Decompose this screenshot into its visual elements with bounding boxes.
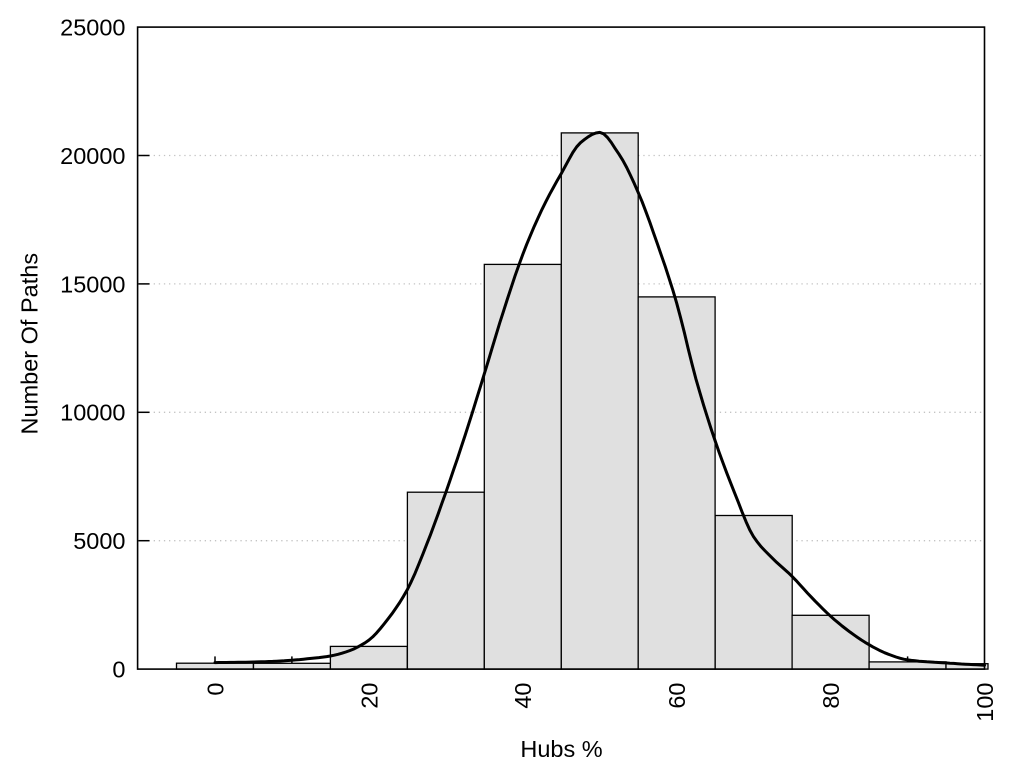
svg-text:25000: 25000 <box>60 15 125 41</box>
svg-text:20: 20 <box>356 683 382 709</box>
svg-text:Hubs %: Hubs % <box>520 736 602 762</box>
svg-text:80: 80 <box>818 683 844 709</box>
svg-text:15000: 15000 <box>60 271 125 297</box>
svg-text:10000: 10000 <box>60 400 125 426</box>
svg-text:100: 100 <box>972 683 998 722</box>
svg-text:20000: 20000 <box>60 143 125 169</box>
svg-text:Number Of Paths: Number Of Paths <box>16 253 42 435</box>
svg-text:40: 40 <box>510 683 536 709</box>
svg-text:0: 0 <box>202 683 228 696</box>
svg-text:5000: 5000 <box>73 528 125 554</box>
svg-text:60: 60 <box>664 683 690 709</box>
svg-text:0: 0 <box>112 657 125 683</box>
